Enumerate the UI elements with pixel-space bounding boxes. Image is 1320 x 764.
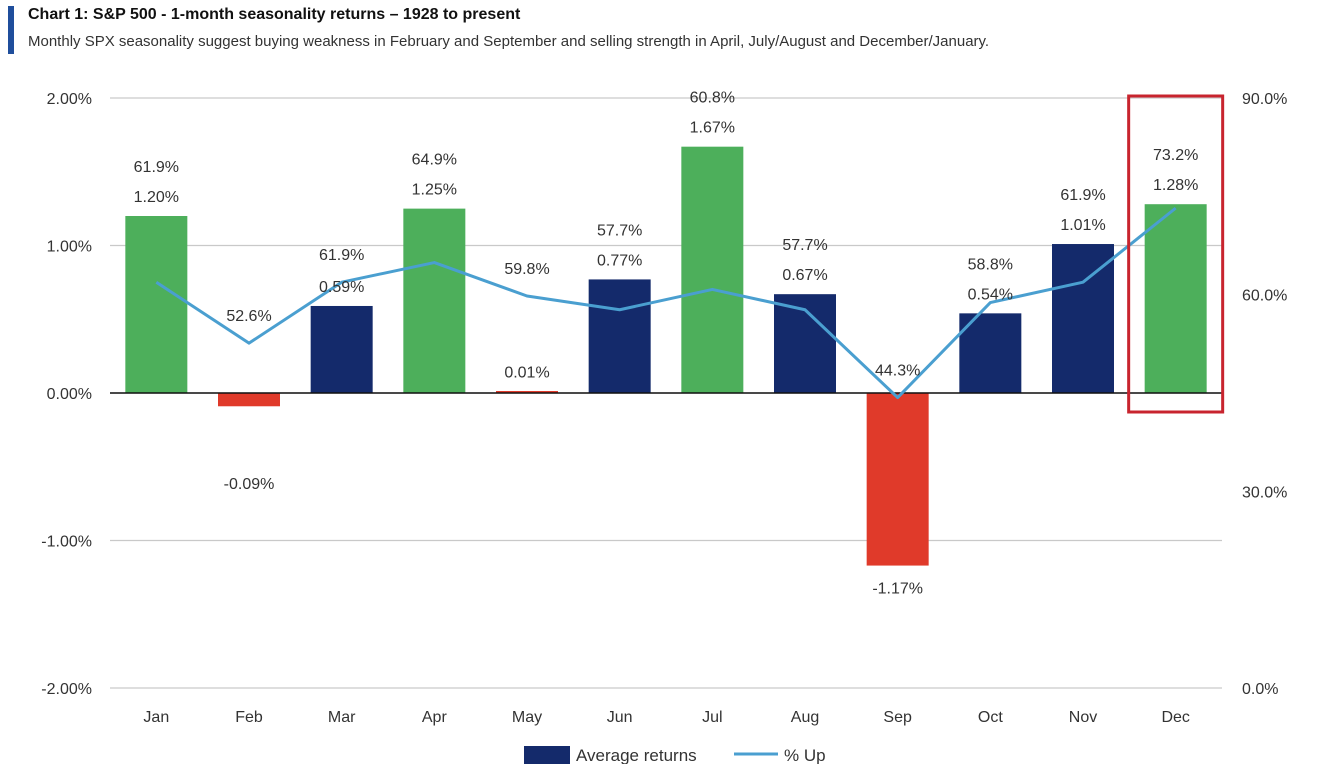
x-tick-label: Dec <box>1161 709 1189 726</box>
bar-jan <box>125 216 188 393</box>
bar-jul <box>681 146 744 393</box>
percent-up-label: 57.7% <box>782 237 827 254</box>
bar-value-label: 0.01% <box>504 365 549 382</box>
percent-up-label: 61.9% <box>1060 187 1105 204</box>
x-tick-label: Mar <box>328 709 356 726</box>
percent-up-line <box>155 206 1177 400</box>
title-accent-bar <box>8 6 14 54</box>
y-left-tick-label: -1.00% <box>41 534 92 551</box>
bar-value-label: 1.67% <box>690 120 735 137</box>
legend-label-average-returns: Average returns <box>576 746 697 764</box>
bar-apr <box>403 208 466 393</box>
bar-value-label: 0.59% <box>319 279 364 296</box>
x-tick-label: Feb <box>235 709 263 726</box>
y-right-tick-label: 90.0% <box>1242 91 1287 108</box>
bar-value-label: 1.20% <box>134 189 179 206</box>
x-tick-label: Jul <box>702 709 722 726</box>
percent-up-label: 73.2% <box>1153 147 1198 164</box>
percent-up-label: 61.9% <box>134 159 179 176</box>
bar-jun <box>588 279 651 393</box>
bar-value-label: 1.01% <box>1060 217 1105 234</box>
x-tick-label: Aug <box>791 709 819 726</box>
bar-value-label: 1.25% <box>412 182 457 199</box>
percent-up-label: 59.8% <box>504 261 549 278</box>
percent-up-label: 60.8% <box>690 90 735 107</box>
percent-up-label: 64.9% <box>412 152 457 169</box>
bar-value-label: 0.77% <box>597 252 642 269</box>
bar-sep <box>866 393 929 566</box>
y-right-tick-label: 30.0% <box>1242 484 1287 501</box>
bar-value-label: 0.67% <box>782 267 827 284</box>
x-tick-label: Sep <box>883 709 912 726</box>
y-right-tick-label: 60.0% <box>1242 288 1287 305</box>
bar-value-label: 1.28% <box>1153 177 1198 194</box>
bar-may <box>496 391 558 393</box>
x-tick-label: Oct <box>978 709 1003 726</box>
y-right-tick-label: 0.0% <box>1242 681 1278 698</box>
percent-up-label: 58.8% <box>968 256 1013 273</box>
bar-dec <box>1144 204 1207 393</box>
y-left-tick-label: 0.00% <box>47 386 92 403</box>
legend-label-percent-up: % Up <box>784 746 826 764</box>
bar-value-label: 0.54% <box>968 286 1013 303</box>
y-left-tick-label: 2.00% <box>47 91 92 108</box>
bar-nov <box>1052 244 1114 393</box>
y-left-tick-label: -2.00% <box>41 681 92 698</box>
x-tick-label: May <box>512 709 542 726</box>
bar-feb <box>218 393 280 407</box>
chart-subtitle: Monthly SPX seasonality suggest buying w… <box>28 33 990 50</box>
percent-up-label: 57.7% <box>597 222 642 239</box>
legend-swatch-average-returns <box>524 746 570 764</box>
percent-up-label: 44.3% <box>875 363 920 380</box>
percent-up-label: 52.6% <box>226 308 271 325</box>
bar-value-label: -1.17% <box>872 581 923 598</box>
x-tick-label: Jun <box>607 709 633 726</box>
percent-up-label: 61.9% <box>319 247 364 264</box>
chart-title: Chart 1: S&P 500 - 1-month seasonality r… <box>28 6 521 23</box>
x-tick-label: Apr <box>422 709 448 726</box>
bar-value-label: -0.09% <box>224 476 275 493</box>
x-tick-label: Jan <box>143 709 169 726</box>
bar-mar <box>310 305 373 393</box>
y-left-tick-label: 1.00% <box>47 239 92 256</box>
x-tick-label: Nov <box>1069 709 1097 726</box>
highlight-box <box>1127 94 1225 414</box>
bar-oct <box>959 313 1022 393</box>
